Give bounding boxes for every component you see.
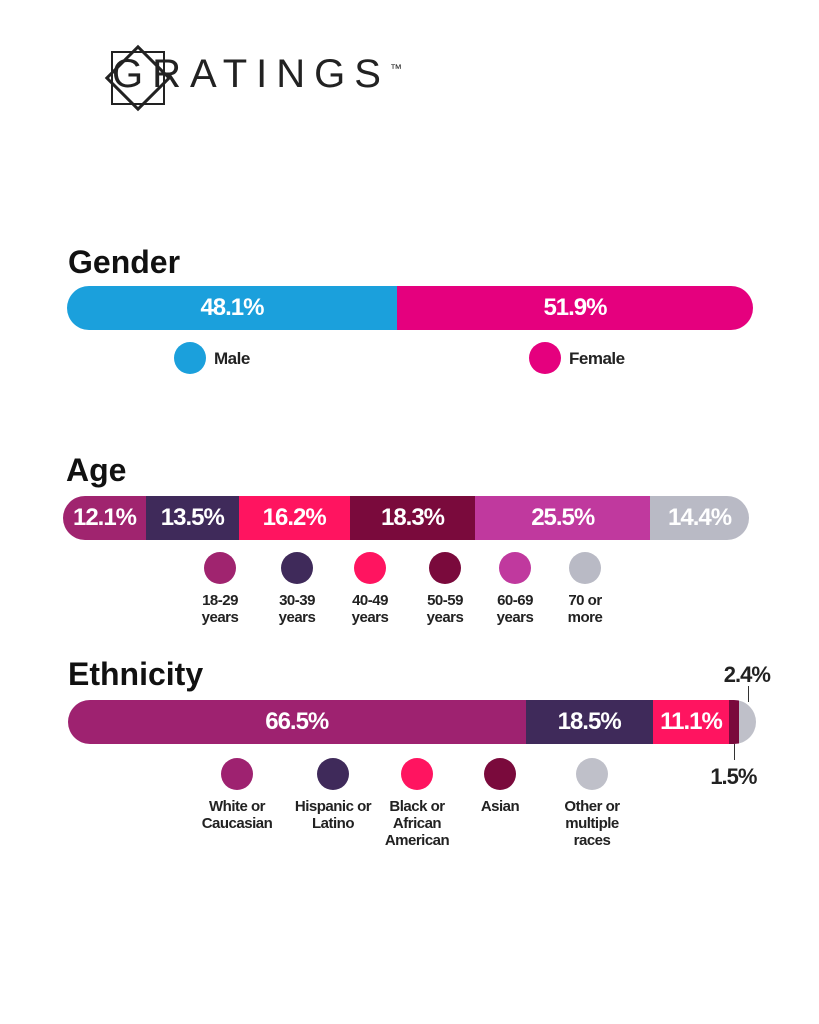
legend-label: Asian xyxy=(480,798,520,815)
bar-segment xyxy=(729,700,740,744)
logo-mark xyxy=(104,44,172,112)
legend-swatch xyxy=(401,758,433,790)
legend-label: Hispanic or Latino xyxy=(294,798,372,832)
legend-label: Female xyxy=(569,349,625,368)
section-title: Gender xyxy=(68,244,181,280)
value-label: 51.9% xyxy=(543,294,607,321)
legend-swatch xyxy=(221,758,253,790)
logo: GRATINGS™ xyxy=(112,52,402,97)
legend-swatch xyxy=(281,552,313,584)
value-label: 1.5% xyxy=(710,764,757,789)
value-label: 18.5% xyxy=(557,708,622,735)
legend-label: 60-69 years xyxy=(496,592,534,626)
legend-label: 40-49 years xyxy=(351,592,389,626)
bar-segment: 18.3% xyxy=(349,496,476,540)
legend-swatch xyxy=(499,552,531,584)
logo-text: GRATINGS xyxy=(112,52,390,96)
legend-swatch xyxy=(484,758,516,790)
value-label: 11.1% xyxy=(660,708,723,735)
value-label: 48.1% xyxy=(200,294,264,321)
bar-segment: 48.1% xyxy=(67,286,397,330)
value-label: 12.1% xyxy=(72,504,137,531)
bar-segment: 16.2% xyxy=(238,496,350,540)
legend-swatch xyxy=(354,552,386,584)
legend-swatch xyxy=(529,342,561,374)
section-title: Ethnicity xyxy=(68,656,204,692)
value-label: 2.4% xyxy=(723,662,771,687)
logo-trademark: ™ xyxy=(389,61,402,76)
bar-segment: 12.1% xyxy=(63,496,146,540)
legend-swatch xyxy=(576,758,608,790)
legend-label: 50-59 years xyxy=(426,592,464,626)
bar-segment: 18.5% xyxy=(525,700,653,744)
stacked-bar: 48.1% 51.9% xyxy=(67,286,753,330)
legend-swatch xyxy=(429,552,461,584)
value-label: 25.5% xyxy=(531,504,595,531)
bar-segment: 13.5% xyxy=(146,496,239,540)
legend-label: Black or African American xyxy=(384,798,450,849)
bar-segment xyxy=(739,700,756,744)
stacked-bar: 66.5% 18.5% 11.1% xyxy=(68,700,756,744)
section-title: Age xyxy=(66,452,127,488)
leader-line xyxy=(747,686,749,702)
legend-label: Other or multiple races xyxy=(564,798,620,849)
legend-label: 70 or more xyxy=(567,592,603,626)
legend-swatch xyxy=(174,342,206,374)
bar-segment: 14.4% xyxy=(650,496,749,540)
legend-label: 30-39 years xyxy=(278,592,316,626)
value-label: 18.3% xyxy=(380,504,445,531)
legend-swatch xyxy=(569,552,601,584)
value-label: 66.5% xyxy=(265,708,329,735)
bar-segment: 66.5% xyxy=(68,700,526,744)
legend-label: White or Caucasian xyxy=(201,798,273,832)
legend-swatch xyxy=(317,758,349,790)
legend-label: 18-29 years xyxy=(201,592,239,626)
bar-segment: 25.5% xyxy=(475,496,651,540)
value-label: 16.2% xyxy=(262,504,327,531)
leader-line xyxy=(734,744,736,760)
legend-swatch xyxy=(204,552,236,584)
stacked-bar: 12.1% 13.5% 16.2% 18.3% 25.5% 14.4% xyxy=(63,496,749,540)
bar-segment: 51.9% xyxy=(396,286,753,330)
bar-segment: 11.1% xyxy=(652,700,730,744)
value-label: 14.4% xyxy=(668,504,732,531)
legend-label: Male xyxy=(214,349,250,368)
value-label: 13.5% xyxy=(160,504,225,531)
